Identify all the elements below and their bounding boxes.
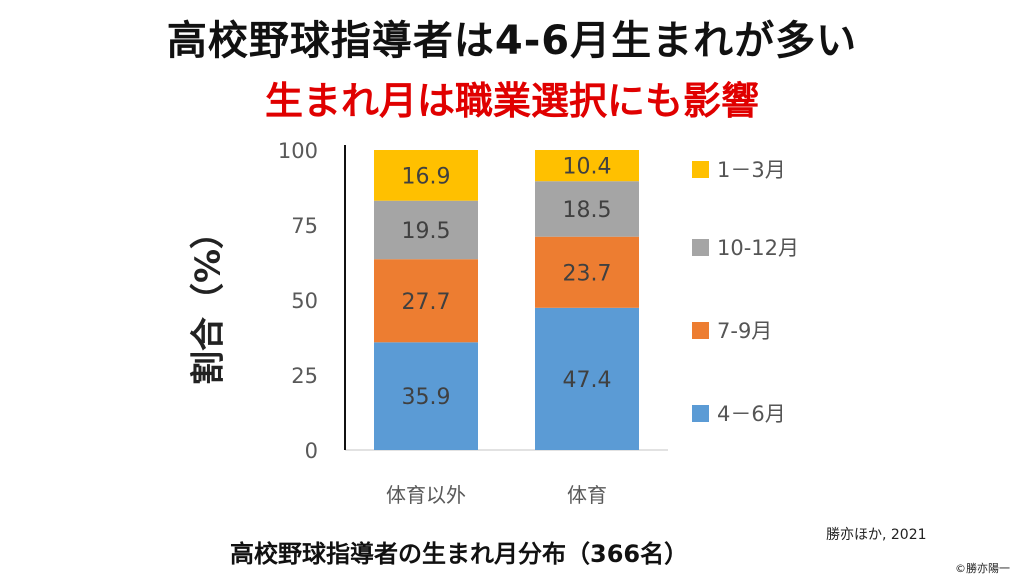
data-label: 47.4 xyxy=(563,368,612,393)
data-label: 35.9 xyxy=(402,385,451,410)
bar-segment xyxy=(374,342,478,450)
data-label: 18.5 xyxy=(563,198,612,223)
y-tick-label: 25 xyxy=(291,364,318,388)
data-label: 27.7 xyxy=(402,290,451,315)
y-tick-label: 0 xyxy=(305,439,318,463)
legend-label: 10-12月 xyxy=(717,236,800,260)
bar-segment xyxy=(535,307,639,450)
y-axis-label: 割合（%） xyxy=(188,214,229,386)
legend-label: 7-9月 xyxy=(717,319,773,343)
x-tick-label: 体育 xyxy=(567,483,607,507)
legend-swatch xyxy=(692,238,709,256)
title: 高校野球指導者は4-6月生まれが多い xyxy=(166,18,858,64)
y-tick-label: 50 xyxy=(291,289,318,313)
x-tick-label: 体育以外 xyxy=(386,483,466,507)
bar-segment xyxy=(374,259,478,343)
chart-caption: 高校野球指導者の生まれ月分布（366名） xyxy=(230,540,689,568)
bar-segment xyxy=(535,181,639,237)
data-label: 19.5 xyxy=(402,219,451,244)
bar-segment xyxy=(374,150,478,201)
legend-label: 1－3月 xyxy=(717,158,786,182)
data-label: 16.9 xyxy=(402,164,451,189)
legend-item: 1－3月 xyxy=(692,154,786,184)
bar-segment xyxy=(374,200,478,260)
bar-segment xyxy=(535,236,639,308)
legend-swatch xyxy=(692,404,709,422)
legend-swatch xyxy=(692,321,709,339)
subtitle: 生まれ月は職業選択にも影響 xyxy=(264,79,759,123)
legend-label: 4－6月 xyxy=(717,402,786,426)
y-tick-label: 75 xyxy=(291,214,318,238)
bar-segment xyxy=(535,150,639,182)
legend-item: 7-9月 xyxy=(692,315,772,345)
source-citation: 勝亦ほか, 2021 xyxy=(826,527,927,543)
copyright: ©勝亦陽一 xyxy=(955,562,1010,575)
legend-swatch xyxy=(692,160,709,178)
legend-item: 4－6月 xyxy=(692,398,786,428)
data-label: 23.7 xyxy=(563,261,612,286)
data-label: 10.4 xyxy=(563,155,612,180)
legend-item: 10-12月 xyxy=(692,232,799,262)
y-tick-label: 100 xyxy=(278,139,318,163)
